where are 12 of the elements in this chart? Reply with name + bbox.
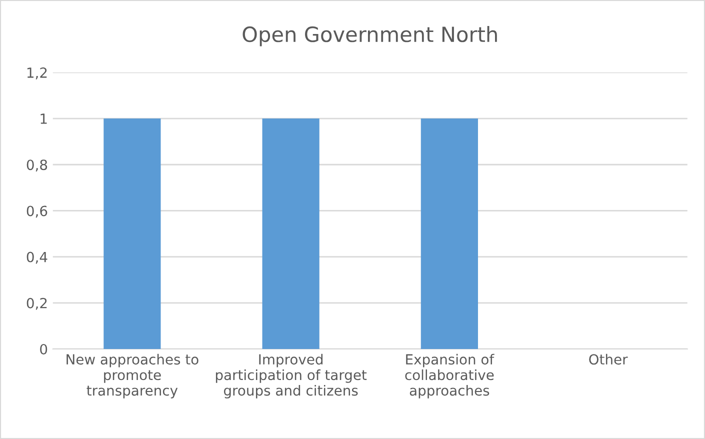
y-tick-label: 0,6 (26, 206, 48, 218)
y-tick-label: 0,8 (26, 160, 48, 172)
chart-title: Open Government North (242, 26, 497, 46)
x-tick-label: New approaches to promote transparency (66, 354, 198, 398)
y-tick-label: 0,4 (26, 252, 48, 264)
y-tick-label: 0 (40, 344, 48, 354)
y-tick-label: 1,2 (27, 67, 47, 80)
x-tick-label: Other (589, 354, 628, 365)
x-tick-label: Improved participation of target groups and citizens (216, 354, 367, 398)
y-tick-label: 0,2 (26, 298, 47, 310)
y-tick-label: 1 (40, 114, 47, 124)
x-tick-label: Expansion of collaborative approaches (405, 354, 494, 398)
